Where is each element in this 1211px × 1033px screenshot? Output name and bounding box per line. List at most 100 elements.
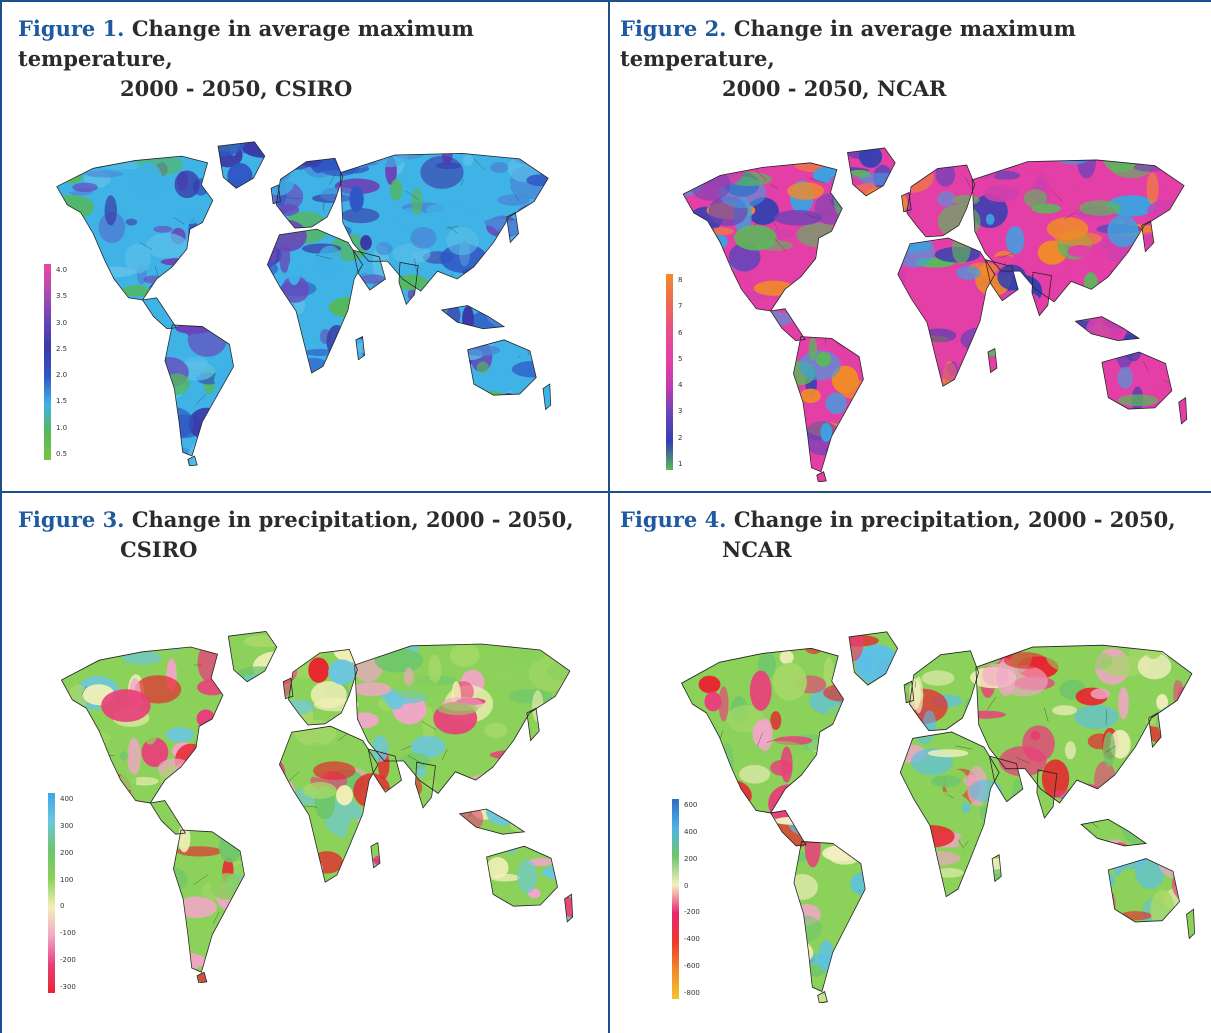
legend-tick-label: 0 (60, 902, 65, 911)
south-america-outline (793, 336, 864, 473)
figure-4-label: Figure 4. (620, 507, 727, 532)
madagascar-outline (991, 854, 1002, 883)
africa-outline (899, 731, 1000, 898)
central-america-outline (141, 297, 178, 330)
new-zealand-outline (564, 893, 574, 923)
legend-tick-label: 2 (678, 433, 683, 442)
legend-tick-label: 300 (60, 821, 74, 830)
figure-2-label: Figure 2. (620, 16, 727, 41)
legend-tick-label: -400 (684, 935, 700, 944)
north-america-outline (682, 162, 843, 312)
south-america-outline (173, 829, 245, 973)
central-america-outline (149, 800, 186, 835)
asia-outline (975, 644, 1193, 804)
map-svg (682, 147, 1188, 482)
legend-tick-label: 0.5 (56, 450, 68, 458)
antarctic-tip-outline (187, 455, 198, 466)
legend-tick-label: 4.0 (56, 266, 68, 274)
madagascar-outline (987, 348, 998, 374)
figure-1-title-line2: 2000 - 2050, CSIRO (120, 76, 353, 101)
legend-tick-label: -800 (684, 989, 700, 997)
legend-tick-label: -200 (60, 956, 76, 965)
new-zealand-outline (542, 383, 552, 411)
legend-tick-label: 3.5 (56, 292, 68, 301)
figure-1-title-line1: Change in average maximum temperature, (18, 16, 474, 71)
map-outlines (681, 631, 1195, 1003)
legend-tick-label: 3.0 (56, 318, 68, 327)
figure-4-panel: Figure 4. Change in precipitation, 2000 … (610, 492, 1211, 1033)
legend-tick-label: 1 (678, 460, 683, 468)
legend-tick-label: 2.0 (56, 371, 68, 380)
legend-tick-label: 8 (678, 276, 683, 284)
indonesia-outline (440, 305, 506, 330)
asia-outline (339, 152, 549, 292)
indonesia-outline (1074, 316, 1141, 342)
legend-tick-label: 100 (60, 875, 74, 884)
antarctic-tip-outline (196, 971, 208, 983)
map-svg (60, 630, 574, 983)
map-svg (681, 631, 1195, 1003)
legend-tick-label: 200 (60, 848, 74, 857)
figure-2-title-line2: 2000 - 2050, NCAR (722, 76, 947, 101)
india-outline (398, 261, 419, 306)
north-america-outline (56, 155, 214, 301)
japan-outline (526, 707, 540, 742)
legend-tick-label: 2.5 (56, 344, 68, 353)
legend-tick-label: 1.5 (56, 397, 68, 406)
figure-2-title-line1: Change in average maximum temperature, (620, 16, 1076, 71)
madagascar-outline (355, 335, 366, 361)
figure-2-caption: Figure 2. Change in average maximum temp… (620, 14, 1190, 104)
legend-tick-label: -100 (60, 929, 76, 938)
arabia-outline (984, 259, 1019, 302)
legend-tick-label: 600 (684, 801, 698, 809)
legend-tick-label: 400 (60, 795, 74, 803)
asia-outline (971, 159, 1185, 303)
india-outline (1036, 769, 1058, 819)
indonesia-outline (458, 808, 526, 835)
japan-outline (1148, 712, 1162, 749)
legend-tick-label: 200 (684, 854, 698, 863)
arabia-outline (988, 755, 1024, 803)
figure-1-world-map (36, 134, 556, 466)
japan-outline (506, 212, 519, 244)
legend-tick-label: 3 (678, 407, 683, 416)
africa-outline (266, 228, 363, 374)
japan-outline (1141, 220, 1155, 253)
legend-tick-label: 4 (678, 381, 683, 390)
antarctic-tip-outline (817, 990, 828, 1003)
figure-3-title-line1: Change in precipitation, 2000 - 2050, (131, 507, 574, 532)
europe-outline (275, 157, 344, 229)
australia-outline (467, 339, 537, 396)
arabia-outline (352, 249, 386, 291)
central-america-outline (770, 809, 807, 847)
legend-color-bar (48, 793, 55, 993)
greenland-outline (217, 141, 266, 189)
legend-tick-label: 0 (684, 881, 689, 890)
greenland-outline (848, 631, 899, 686)
australia-outline (1107, 858, 1180, 923)
arabia-outline (367, 748, 402, 793)
map-color-field (61, 631, 573, 983)
legend-color-bar (666, 274, 673, 470)
legend-tick-label: 7 (678, 302, 683, 311)
uk-outline (282, 677, 294, 700)
map-color-field (683, 147, 1187, 482)
figure-4-title-line2: NCAR (722, 537, 792, 562)
legend-tick-label: 6 (678, 328, 683, 337)
figure-3-legend: 400 300 200 100 0 -100 -200 -300 (48, 793, 88, 993)
legend-tick-label: 400 (684, 827, 698, 836)
new-zealand-outline (1178, 396, 1188, 425)
figure-1-legend: 4.0 3.5 3.0 2.5 2.0 1.5 1.0 0.5 (44, 264, 84, 460)
central-america-outline (770, 308, 806, 342)
map-color-field (681, 631, 1195, 1003)
north-america-outline (60, 646, 224, 804)
legend-tick-label: -600 (684, 962, 700, 971)
map-svg (56, 141, 552, 466)
figure-3-caption: Figure 3. Change in precipitation, 2000 … (18, 505, 588, 565)
australia-outline (486, 845, 558, 907)
legend-tick-label: -200 (684, 908, 700, 917)
antarctic-tip-outline (816, 471, 827, 482)
uk-outline (901, 191, 912, 213)
south-america-outline (164, 324, 234, 457)
